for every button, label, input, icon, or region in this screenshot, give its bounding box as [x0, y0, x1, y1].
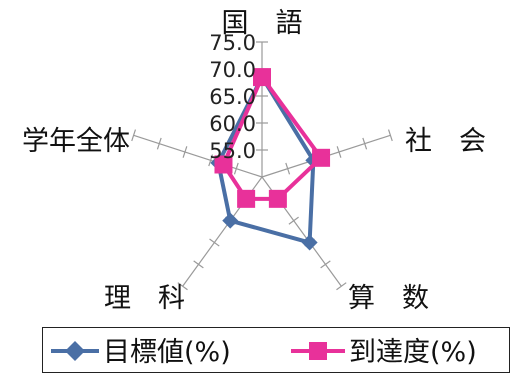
legend-marker-diamond	[65, 341, 85, 361]
axis-tick	[233, 162, 239, 175]
series-layer	[210, 68, 331, 251]
axis-tick	[320, 260, 331, 269]
axis-tick	[362, 137, 368, 150]
axis-tick	[288, 216, 299, 225]
series-line-0	[216, 75, 316, 245]
axis-tick	[336, 282, 347, 291]
series-line-1	[221, 75, 324, 201]
axis-tick	[285, 162, 291, 175]
tick-label: 75.0	[209, 31, 256, 55]
legend: 目標値(%) 到達度(%)	[42, 327, 510, 373]
axis-tick	[208, 154, 214, 167]
axis-tick	[209, 238, 220, 247]
axis-label: 算 数	[348, 283, 429, 314]
legend-marker-square	[309, 342, 327, 360]
axis-tick	[177, 282, 188, 291]
labels-layer: 75.0 70.0 65.0 60.0 55.0 国 語社 会算 数 理 科 学年全体	[22, 8, 486, 314]
data-point-square	[253, 68, 271, 87]
data-point-diamond	[222, 212, 239, 229]
data-point-square	[268, 189, 287, 208]
tick-label: 65.0	[209, 85, 256, 109]
legend-svg: 目標値(%) 到達度(%)	[51, 337, 477, 368]
legend-label-target: 目標値(%)	[103, 337, 231, 368]
data-point-square	[312, 148, 331, 167]
axis-tick	[193, 260, 204, 269]
axis-label: 国 語	[222, 8, 303, 39]
legend-label-achievement: 到達度(%)	[349, 337, 477, 368]
axis-label: 社 会	[405, 126, 486, 157]
axis-spoke	[133, 134, 263, 178]
axis-tick	[131, 129, 137, 142]
axis-tick	[182, 146, 188, 158]
axis-tick	[336, 146, 342, 158]
tick-label: 70.0	[209, 58, 256, 82]
axis-label: 理 科	[104, 283, 185, 314]
tick-label: 60.0	[209, 112, 256, 136]
data-point-diamond	[301, 234, 318, 251]
tick-label: 55.0	[209, 139, 256, 163]
axis-label: 学年全体	[22, 126, 130, 157]
data-point-square	[214, 155, 233, 174]
data-point-square	[237, 189, 256, 208]
axis-tick	[387, 129, 393, 142]
axis-tick	[156, 137, 162, 150]
